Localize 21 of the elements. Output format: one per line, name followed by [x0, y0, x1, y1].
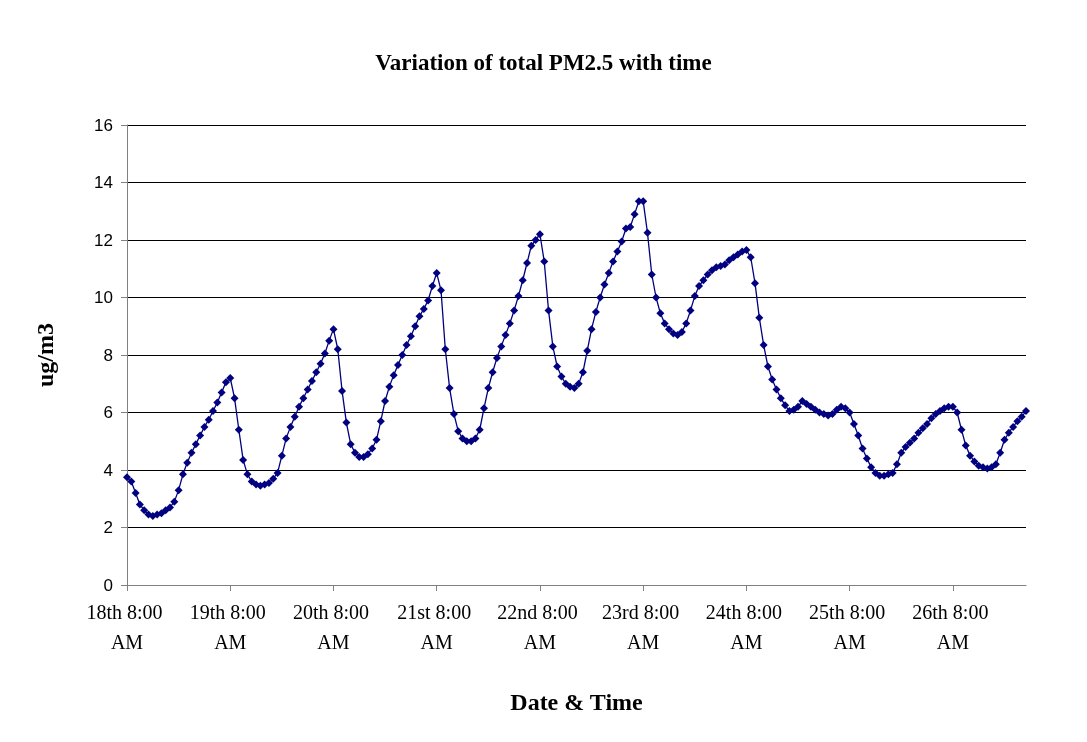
y-tick-label: 8: [103, 345, 113, 365]
x-tick-label: 23rd 8:00 AM: [602, 601, 685, 653]
x-tick-label: 25th 8:00 AM: [809, 601, 891, 653]
y-tick-label: 6: [103, 403, 113, 422]
x-tick-label: 24th 8:00 AM: [705, 601, 787, 653]
y-axis-title: ug/m3: [32, 322, 58, 388]
x-tick-label: 21st 8:00 AM: [397, 601, 477, 653]
x-tick-label: 18th 8:00 AM: [86, 601, 168, 653]
y-tick-label: 10: [94, 288, 113, 307]
y-tick-label: 12: [94, 230, 113, 250]
x-axis-title: Date & Time: [510, 689, 644, 715]
chart-title: Variation of total PM2.5 with time: [375, 50, 712, 75]
y-tick-label: 2: [103, 518, 113, 537]
x-tick-label: 22nd 8:00 AM: [497, 601, 583, 653]
y-tick-label: 16: [94, 115, 113, 135]
y-tick-label: 4: [103, 460, 113, 480]
y-tick-label: 14: [94, 173, 113, 192]
x-tick-label: 20th 8:00 AM: [292, 601, 375, 653]
x-tick-label: 26th 8:00 AM: [912, 601, 994, 653]
y-tick-label: 0: [103, 575, 113, 595]
x-tick-label: 19th 8:00 AM: [189, 601, 271, 653]
